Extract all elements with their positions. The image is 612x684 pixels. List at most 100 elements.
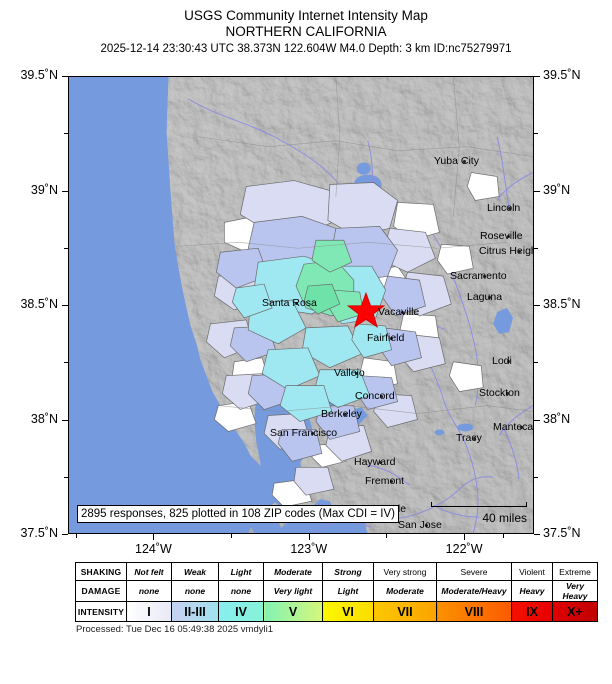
city-label: Vallejo — [334, 367, 365, 379]
epicenter-star-icon — [347, 292, 385, 328]
map-title-line1: USGS Community Internet Intensity Map — [184, 8, 428, 23]
processed-timestamp: Processed: Tue Dec 16 05:49:38 2025 vmdy… — [76, 624, 273, 635]
lat-tick — [62, 305, 68, 306]
legend-intensity-VII: VII — [373, 601, 437, 622]
lon-tick-minor — [231, 534, 232, 538]
lat-tick — [62, 191, 68, 192]
city-dot — [390, 480, 393, 483]
city-dot — [508, 207, 511, 210]
lat-tick — [534, 191, 540, 192]
city-label: Manteca — [493, 421, 534, 433]
lat-label-left: 39˚N — [30, 182, 58, 197]
lat-label-left: 37.5˚N — [20, 526, 58, 540]
lat-label-right: 39˚N — [543, 182, 571, 197]
lat-tick — [62, 534, 68, 535]
city-label: Hayward — [354, 456, 396, 468]
lon-label: 123˚W — [290, 542, 328, 556]
legend-shaking-V: Moderate — [263, 562, 323, 581]
city-dot — [488, 296, 491, 299]
city-dot — [380, 395, 383, 398]
city-dot — [311, 432, 314, 435]
intensity-legend-table: SHAKING Not felt Weak Light Moderate Strong V… — [75, 562, 598, 622]
legend-intensity-VIII: VIII — [436, 601, 512, 622]
county-boundaries — [178, 77, 533, 414]
lat-tick — [534, 534, 540, 535]
legend-shaking-VIII: Severe — [436, 562, 512, 581]
lat-tick — [534, 420, 540, 421]
city-label: Lincoln — [487, 202, 521, 214]
city-label: San Francisco — [270, 427, 338, 439]
city-label: San Jose — [398, 519, 442, 531]
city-label: Tracy — [456, 432, 482, 444]
legend-shaking-VII: Very strong — [373, 562, 437, 581]
zip-intensity-polygons — [206, 172, 500, 508]
lat-label-right: 38˚N — [543, 411, 571, 426]
lon-label: 122˚W — [445, 542, 483, 556]
scale-bar-label: 40 miles — [482, 511, 527, 525]
title-block: USGS Community Internet Intensity Map NO… — [0, 8, 612, 57]
legend-shaking-II-III: Weak — [171, 562, 219, 581]
legend-intensity-I: I — [126, 601, 172, 622]
city-dot — [390, 337, 393, 340]
city-label: Citrus Heights — [479, 245, 533, 257]
city-dot — [520, 426, 523, 429]
lat-label-left: 39.5˚N — [20, 68, 58, 82]
legend-damage-II-III: none — [171, 580, 219, 602]
lon-tick-minor — [386, 534, 387, 538]
legend-row-damage: DAMAGE none none none Very light Light Modera… — [75, 580, 598, 602]
intensity-map[interactable]: Yuba City Lincoln Roseville Citrus Heights S… — [68, 76, 534, 534]
event-info-line: 2025-12-14 23:30:43 UTC 38.373N 122.604W… — [100, 43, 512, 55]
city-dot — [355, 372, 358, 375]
city-label: Laguna — [467, 291, 503, 303]
lat-tick-minor — [64, 248, 68, 249]
legend-intensity-X+: X+ — [552, 601, 598, 622]
legend-rowhead-shaking: SHAKING — [75, 562, 127, 581]
lat-label-right: 38.5˚N — [543, 297, 581, 311]
lon-tick — [309, 534, 310, 540]
city-label: Roseville — [480, 230, 523, 242]
city-label: Vacaville — [378, 306, 420, 318]
scale-bar — [431, 502, 527, 507]
lat-label-left: 38.5˚N — [20, 297, 58, 311]
legend-damage-VI: Light — [322, 580, 374, 602]
legend-damage-IX: Heavy — [511, 580, 553, 602]
lat-tick-minor — [64, 133, 68, 134]
city-label: Stockton — [479, 387, 520, 399]
lat-label-left: 38˚N — [30, 411, 58, 426]
lat-label-right: 39.5˚N — [543, 68, 581, 82]
map-title-line2: NORTHERN CALIFORNIA — [225, 24, 387, 39]
legend-intensity-V: V — [263, 601, 323, 622]
city-label-layer: Yuba City Lincoln Roseville Citrus Heights S… — [69, 77, 533, 533]
city-dot — [401, 311, 404, 314]
lon-tick-minor — [76, 534, 77, 538]
lat-tick — [534, 76, 540, 77]
legend-row-shaking: SHAKING Not felt Weak Light Moderate Strong V… — [75, 562, 598, 581]
city-label: Santa Rosa — [262, 297, 317, 309]
lat-tick-minor — [534, 248, 538, 249]
lat-tick-minor — [64, 362, 68, 363]
legend-damage-X+: Very Heavy — [552, 580, 598, 602]
legend-damage-IV: none — [218, 580, 264, 602]
legend-intensity-IX: IX — [511, 601, 553, 622]
city-dot — [425, 524, 428, 527]
lat-tick-minor — [534, 477, 538, 478]
lat-tick-minor — [64, 477, 68, 478]
legend-shaking-VI: Strong — [322, 562, 374, 581]
city-label: Yuba City — [434, 155, 479, 167]
city-label: Concord — [355, 390, 395, 402]
lat-tick-minor — [534, 133, 538, 134]
legend-damage-VIII: Moderate/Heavy — [436, 580, 512, 602]
city-dot — [506, 392, 509, 395]
city-label: Lodi — [492, 355, 512, 367]
city-label: Fremont — [365, 475, 405, 487]
city-dot — [473, 437, 476, 440]
city-dot — [507, 235, 510, 238]
city-dot — [463, 160, 466, 163]
lon-tick — [153, 534, 154, 540]
city-dot — [507, 360, 510, 363]
lat-tick-minor — [534, 362, 538, 363]
legend-damage-I: none — [126, 580, 172, 602]
lat-tick — [62, 420, 68, 421]
legend-intensity-IV: IV — [218, 601, 264, 622]
legend-shaking-IV: Light — [218, 562, 264, 581]
